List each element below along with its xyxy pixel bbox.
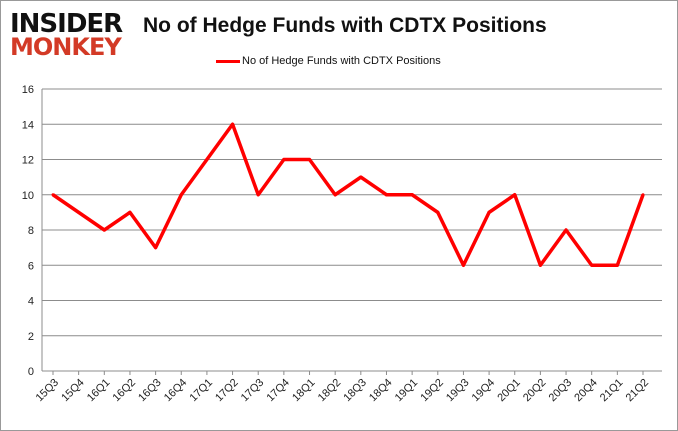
x-tick-label: 16Q3: [136, 377, 164, 405]
y-tick-label: 6: [28, 260, 34, 272]
data-point: [359, 175, 363, 179]
x-tick-label: 19Q1: [393, 377, 421, 405]
y-tick-label: 12: [22, 155, 34, 167]
x-tick-label: 16Q2: [111, 377, 139, 405]
x-tick-label: 19Q4: [470, 377, 498, 405]
data-point: [308, 158, 312, 161]
data-point: [179, 193, 183, 197]
x-tick-label: 17Q2: [213, 377, 241, 405]
x-tick-label: 20Q2: [521, 377, 549, 405]
x-tick-label: 21Q1: [598, 377, 626, 405]
data-point: [538, 263, 542, 267]
x-tick-label: 21Q2: [624, 377, 652, 405]
data-point: [282, 158, 286, 161]
y-tick-label: 2: [28, 331, 34, 343]
data-point: [256, 193, 260, 197]
x-tick-label: 17Q4: [264, 377, 292, 405]
x-tick-label: 19Q3: [444, 377, 472, 405]
data-point: [410, 193, 414, 197]
data-point: [513, 193, 517, 197]
x-tick-label: 20Q4: [572, 377, 600, 405]
legend-swatch: [216, 59, 240, 63]
x-tick-label: 17Q3: [239, 377, 267, 405]
x-tick-label: 18Q3: [341, 377, 369, 405]
y-tick-label: 8: [28, 225, 34, 237]
x-tick-label: 16Q1: [85, 377, 113, 405]
x-tick-label: 20Q3: [547, 377, 575, 405]
x-tick-label: 18Q1: [290, 377, 318, 405]
data-point: [231, 122, 235, 126]
x-tick-label: 15Q3: [34, 377, 62, 405]
data-point: [333, 193, 337, 197]
logo-monkey: MONKEY: [10, 33, 122, 61]
x-tick-label: 19Q2: [418, 377, 446, 405]
data-point: [154, 246, 158, 250]
series-line: [52, 122, 645, 267]
y-tick-label: 4: [28, 296, 34, 308]
y-tick-label: 14: [22, 119, 34, 131]
data-point: [564, 228, 568, 232]
data-point: [461, 263, 465, 267]
y-tick-label: 0: [28, 366, 34, 378]
chart-title: No of Hedge Funds with CDTX Positions: [143, 14, 547, 37]
data-point: [436, 210, 440, 214]
x-tick-label: 18Q4: [367, 377, 395, 405]
data-point: [102, 228, 106, 232]
data-point: [384, 193, 388, 197]
x-tick-label: 16Q4: [162, 377, 190, 405]
x-tick-label: 20Q1: [495, 377, 523, 405]
logo-insider: INSIDER: [10, 9, 123, 39]
x-tick-label: 15Q4: [59, 377, 87, 405]
x-tick-label: 18Q2: [316, 377, 344, 405]
data-point: [51, 193, 55, 197]
data-point: [205, 158, 209, 161]
legend-label: No of Hedge Funds with CDTX Positions: [242, 55, 441, 67]
x-tick-label: 17Q1: [188, 377, 216, 405]
data-point: [77, 210, 81, 214]
legend: No of Hedge Funds with CDTX Positions: [216, 55, 441, 67]
y-tick-label: 16: [22, 84, 34, 96]
data-point: [487, 210, 491, 214]
data-point: [641, 193, 645, 197]
data-point: [590, 263, 594, 267]
y-tick-label: 10: [22, 190, 34, 202]
data-point: [128, 210, 132, 214]
data-point: [615, 263, 619, 267]
